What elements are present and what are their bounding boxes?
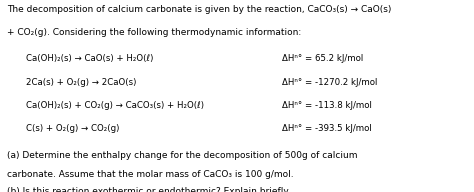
Text: Ca(OH)₂(s) + CO₂(g) → CaCO₃(s) + H₂O(ℓ): Ca(OH)₂(s) + CO₂(g) → CaCO₃(s) + H₂O(ℓ) bbox=[26, 101, 204, 110]
Text: + CO₂(g). Considering the following thermodynamic information:: + CO₂(g). Considering the following ther… bbox=[7, 28, 301, 37]
Text: 2Ca(s) + O₂(g) → 2CaO(s): 2Ca(s) + O₂(g) → 2CaO(s) bbox=[26, 78, 137, 87]
Text: The decomposition of calcium carbonate is given by the reaction, CaCO₃(s) → CaO(: The decomposition of calcium carbonate i… bbox=[7, 5, 392, 14]
Text: ΔHⁿ° = -393.5 kJ/mol: ΔHⁿ° = -393.5 kJ/mol bbox=[282, 124, 372, 133]
Text: (a) Determine the enthalpy change for the decomposition of 500g of calcium: (a) Determine the enthalpy change for th… bbox=[7, 151, 357, 160]
Text: ΔHⁿ° = -1270.2 kJ/mol: ΔHⁿ° = -1270.2 kJ/mol bbox=[282, 78, 377, 87]
Text: ΔHⁿ° = -113.8 kJ/mol: ΔHⁿ° = -113.8 kJ/mol bbox=[282, 101, 372, 110]
Text: carbonate. Assume that the molar mass of CaCO₃ is 100 g/mol.: carbonate. Assume that the molar mass of… bbox=[7, 170, 294, 179]
Text: ΔHⁿ° = 65.2 kJ/mol: ΔHⁿ° = 65.2 kJ/mol bbox=[282, 54, 363, 63]
Text: Ca(OH)₂(s) → CaO(s) + H₂O(ℓ): Ca(OH)₂(s) → CaO(s) + H₂O(ℓ) bbox=[26, 54, 154, 63]
Text: C(s) + O₂(g) → CO₂(g): C(s) + O₂(g) → CO₂(g) bbox=[26, 124, 119, 133]
Text: (b) Is this reaction exothermic or endothermic? Explain briefly.: (b) Is this reaction exothermic or endot… bbox=[7, 187, 291, 192]
